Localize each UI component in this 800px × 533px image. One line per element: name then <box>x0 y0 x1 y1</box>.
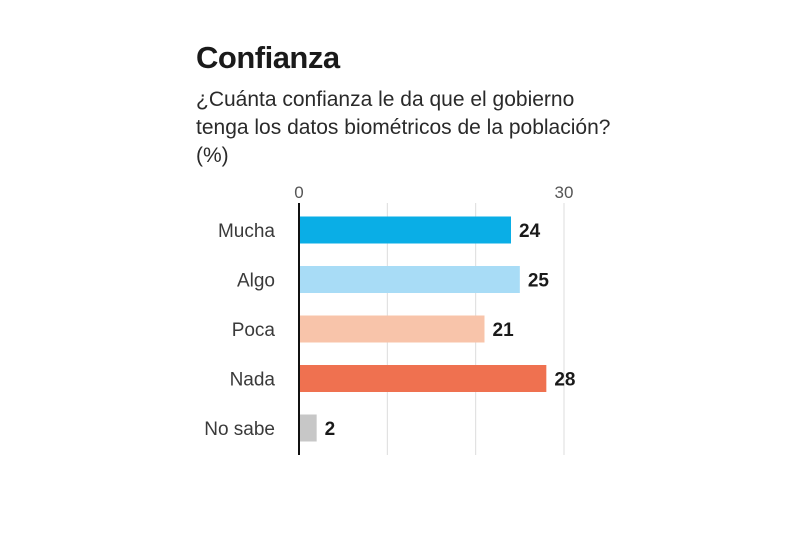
bar <box>299 216 511 244</box>
chart-title: Confianza <box>196 40 340 75</box>
bar <box>299 315 485 343</box>
bar-group: Algo 25 <box>237 266 549 293</box>
category-label: Algo <box>237 271 275 292</box>
chart-subtitle: ¿Cuánta confianza le da que el gobierno … <box>196 88 611 167</box>
x-axis-ticks: 0 30 <box>294 183 573 202</box>
bar <box>299 414 317 442</box>
value-label: 28 <box>554 370 575 391</box>
category-label: Nada <box>230 370 276 391</box>
category-label: Mucha <box>218 221 275 242</box>
bar <box>299 266 520 293</box>
value-label: 2 <box>325 419 336 440</box>
bar-group: No sabe 2 <box>204 414 336 442</box>
x-tick-label: 0 <box>294 183 303 202</box>
bar-group: Poca 21 <box>232 315 515 343</box>
bar-group: Nada 28 <box>230 365 575 392</box>
bars: Mucha 24 Algo 25 Poca 21 Nada 28 No sabe 2 <box>204 216 575 442</box>
category-label: Poca <box>232 320 276 341</box>
bar-group: Mucha 24 <box>218 216 541 244</box>
value-label: 21 <box>493 320 515 341</box>
bar <box>299 365 547 392</box>
x-tick-label: 30 <box>555 183 574 202</box>
category-label: No sabe <box>204 419 275 440</box>
value-label: 24 <box>519 221 541 242</box>
value-label: 25 <box>528 271 550 292</box>
